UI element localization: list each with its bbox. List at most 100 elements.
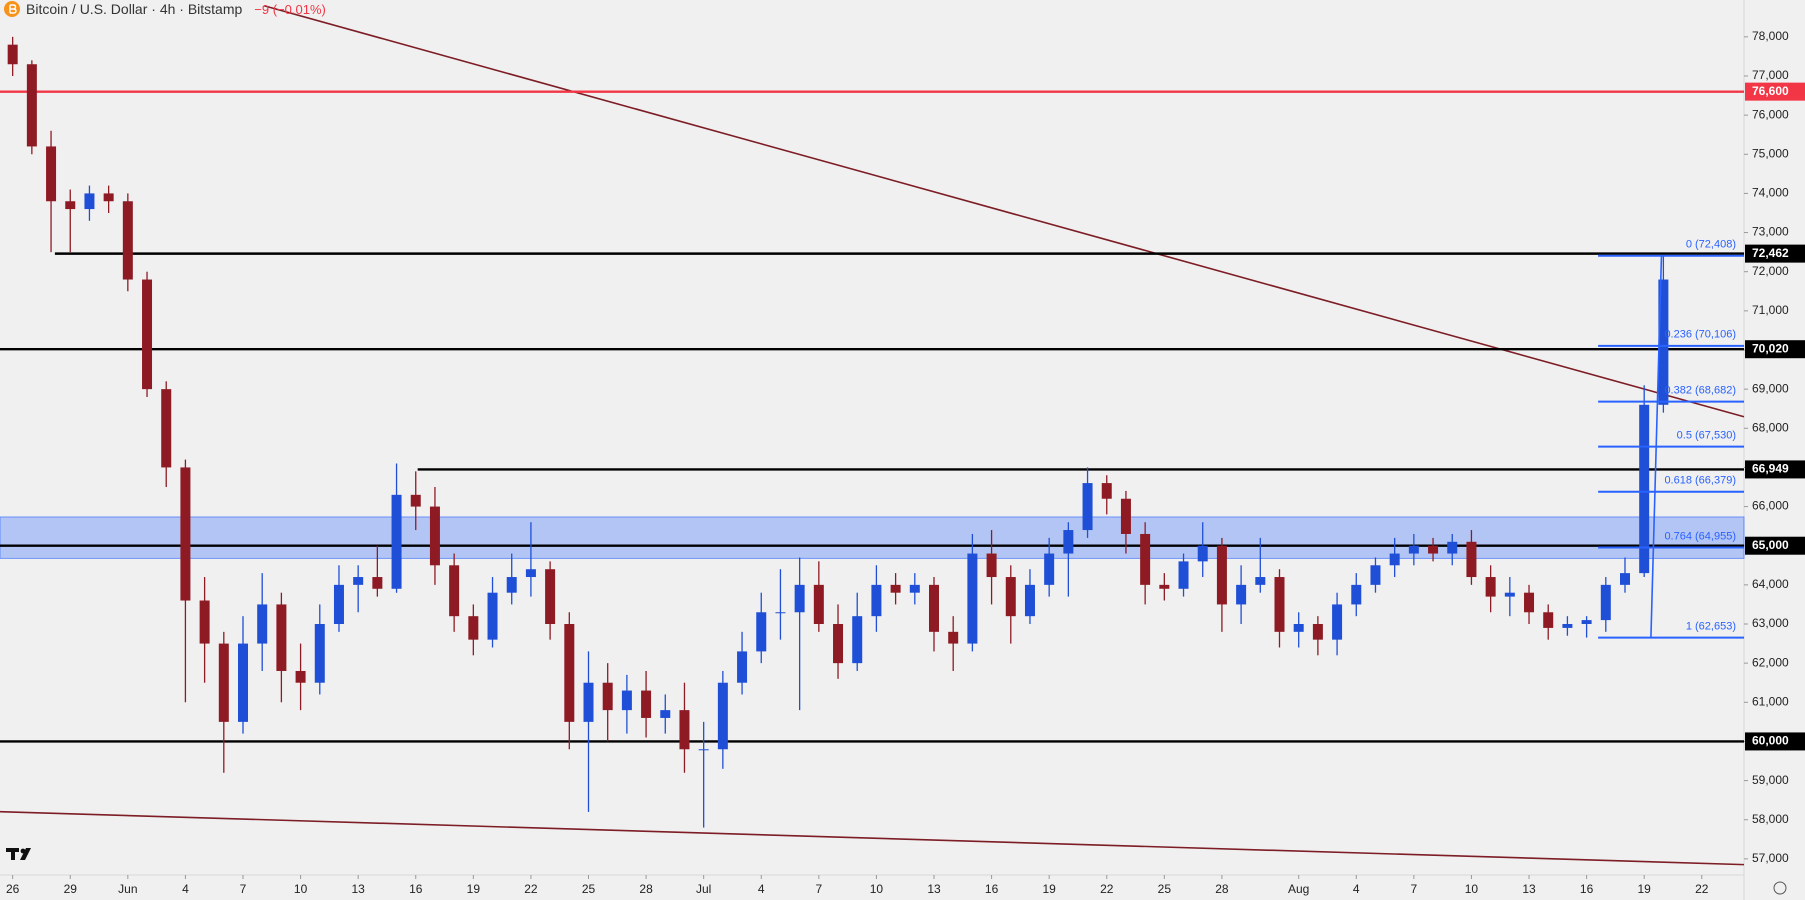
level-price-box: [1745, 536, 1805, 555]
candle-body: [813, 584, 824, 625]
y-tick-label: 68,000: [1752, 420, 1789, 434]
candle-body: [698, 749, 709, 751]
candle-body: [1293, 624, 1304, 632]
fib-label: 0.618 (66,379): [1664, 475, 1736, 487]
y-tick-label: 72,000: [1752, 264, 1789, 278]
fib-label: 0.5 (67,530): [1677, 430, 1736, 442]
y-tick-label: 62,000: [1752, 655, 1789, 669]
candle-body: [1178, 561, 1189, 589]
candle-body: [314, 624, 325, 683]
candle-body: [506, 577, 517, 593]
y-tick-label: 64,000: [1752, 577, 1789, 591]
candle-body: [852, 616, 863, 664]
btc-icon: [4, 1, 20, 17]
x-tick-label: 19: [467, 882, 481, 896]
candle-body: [180, 467, 191, 601]
candle-body: [1408, 545, 1419, 554]
y-tick-label: 61,000: [1752, 694, 1789, 708]
candle-body: [1101, 483, 1112, 499]
candle-body: [161, 389, 172, 468]
y-tick-label: 63,000: [1752, 616, 1789, 630]
level-price-label: 65,000: [1752, 538, 1789, 552]
candle-body: [410, 494, 421, 507]
y-tick-label: 69,000: [1752, 381, 1789, 395]
level-price-box: [1745, 340, 1805, 359]
candle-body: [1351, 584, 1362, 605]
y-tick-label: 76,000: [1752, 107, 1789, 121]
candle-body: [1024, 584, 1035, 617]
y-tick-label: 66,000: [1752, 499, 1789, 513]
candle-body: [103, 193, 114, 202]
x-tick-label: 25: [582, 882, 596, 896]
x-tick-label: 4: [758, 882, 765, 896]
level-price-label: 72,462: [1752, 246, 1789, 260]
candle-body: [257, 604, 268, 644]
x-tick-label: 7: [815, 882, 822, 896]
trendline: [0, 810, 1745, 866]
candle-body: [1255, 577, 1266, 585]
candle-body: [833, 624, 844, 664]
candle-body: [276, 604, 287, 671]
candle-body: [391, 494, 402, 589]
level-price-label: 60,000: [1752, 734, 1789, 748]
y-tick-label: 59,000: [1752, 773, 1789, 787]
level-price-box: [1745, 244, 1805, 263]
candle-body: [449, 565, 460, 617]
y-tick-label: 57,000: [1752, 851, 1789, 865]
candle-body: [1504, 592, 1515, 597]
x-tick-label: 7: [240, 882, 247, 896]
x-tick-label: 13: [351, 882, 365, 896]
x-tick-label: 26: [6, 882, 20, 896]
price-change: −9 (−0.01%): [254, 1, 326, 17]
x-tick-label: Jul: [696, 882, 711, 896]
candle-body: [967, 553, 978, 644]
candle-body: [756, 612, 767, 652]
candle-body: [1332, 604, 1343, 640]
x-tick-label: 22: [524, 882, 538, 896]
candle-body: [621, 690, 632, 711]
candle-body: [737, 651, 748, 683]
candle-body: [218, 643, 229, 722]
y-tick-label: 78,000: [1752, 29, 1789, 43]
candle-body: [775, 612, 786, 614]
candle-body: [26, 64, 37, 147]
x-tick-label: 13: [1522, 882, 1536, 896]
candle-body: [1120, 498, 1131, 534]
x-tick-label: 16: [409, 882, 423, 896]
y-tick-label: 71,000: [1752, 303, 1789, 317]
candle-body: [353, 577, 364, 585]
candle-body: [429, 506, 440, 566]
candle-body: [794, 584, 805, 613]
x-tick-label: 10: [1465, 882, 1479, 896]
candle-body: [1370, 565, 1381, 585]
x-tick-label: 19: [1042, 882, 1056, 896]
candle-body: [1524, 592, 1535, 613]
level-price-box: [1745, 82, 1805, 101]
candle-body: [1485, 577, 1496, 597]
fib-label: 1 (62,653): [1686, 620, 1736, 632]
fib-label: 0.382 (68,682): [1664, 384, 1736, 396]
x-tick-label: Aug: [1288, 882, 1309, 896]
header: Bitcoin / U.S. Dollar · 4h · Bitstamp −9…: [4, 1, 326, 17]
candle-body: [333, 584, 344, 625]
candle-body: [238, 643, 249, 722]
fib-label: 0.236 (70,106): [1664, 329, 1736, 341]
support-zone: [0, 516, 1745, 559]
x-tick-label: 22: [1100, 882, 1114, 896]
candle-body: [1619, 573, 1630, 585]
candle-body: [1063, 530, 1074, 554]
x-tick-label: 29: [64, 882, 78, 896]
candle-body: [1447, 541, 1458, 554]
candle-body: [468, 616, 479, 640]
candle-body: [7, 44, 18, 65]
x-tick-label: 22: [1695, 882, 1709, 896]
candle-body: [641, 690, 652, 718]
candle-body: [1044, 553, 1055, 585]
candle-body: [1543, 612, 1554, 628]
candle-body: [1197, 545, 1208, 562]
candle-body: [660, 710, 671, 718]
candle-body: [545, 569, 556, 625]
settings-icon[interactable]: [1773, 881, 1787, 895]
candle-body: [1005, 577, 1016, 617]
